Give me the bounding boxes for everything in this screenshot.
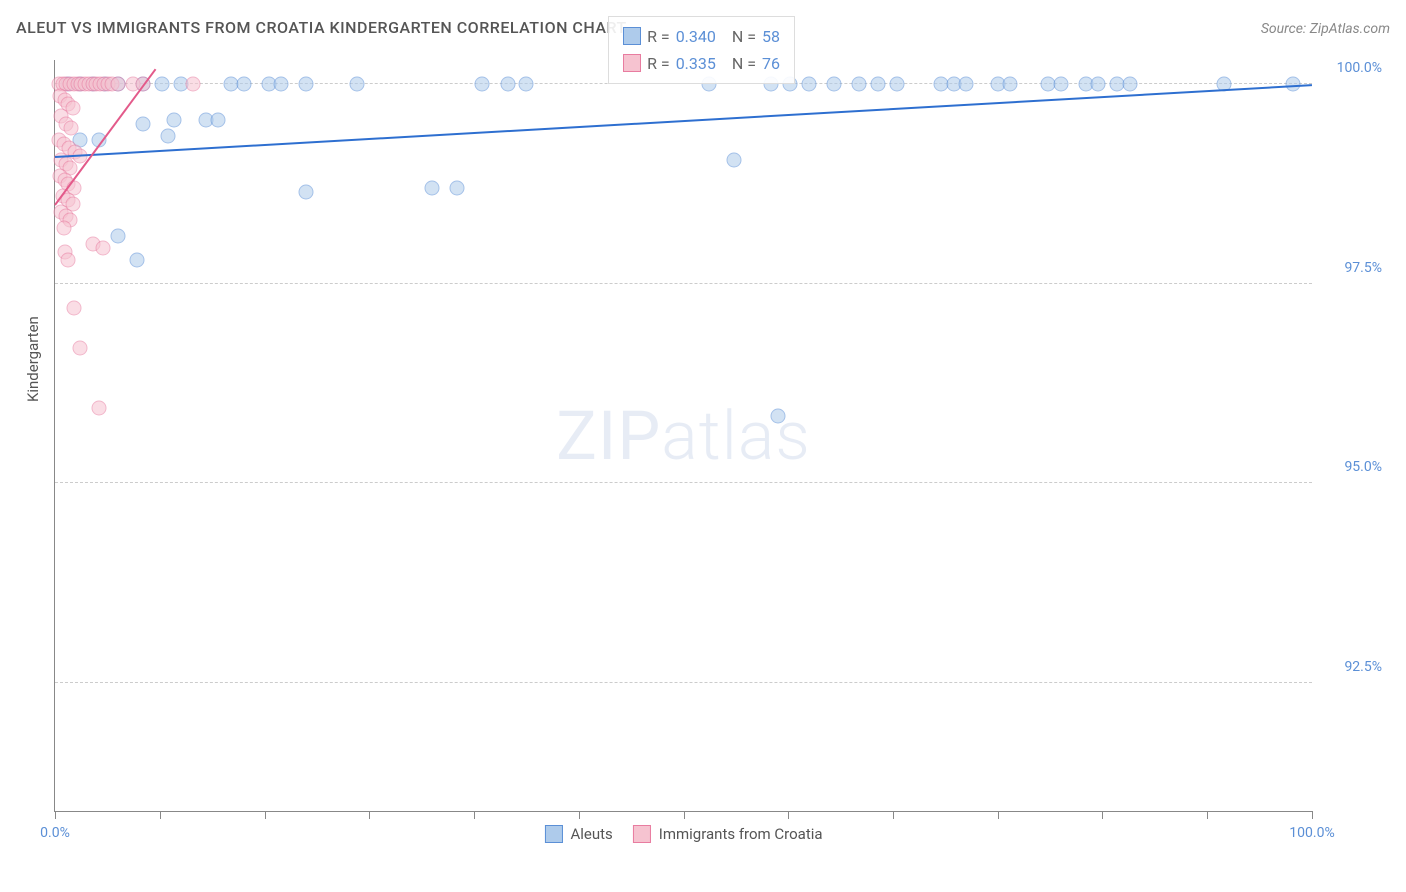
- gridline: [55, 482, 1312, 483]
- source-attribution: Source: ZipAtlas.com: [1261, 21, 1390, 37]
- legend-swatch: [544, 825, 562, 843]
- scatter-point: [450, 180, 465, 195]
- scatter-point: [211, 112, 226, 127]
- scatter-point: [186, 76, 201, 91]
- legend-label: Aleuts: [570, 825, 612, 843]
- n-value: 76: [762, 50, 780, 77]
- legend-row: R = 0.340 N =58: [623, 23, 780, 50]
- scatter-point: [110, 76, 125, 91]
- x-tick: [1102, 811, 1103, 819]
- x-tick: [265, 811, 266, 819]
- watermark: ZIPatlas: [556, 396, 811, 476]
- y-tick-label: 97.5%: [1322, 260, 1382, 276]
- scatter-point: [154, 76, 169, 91]
- scatter-point: [827, 76, 842, 91]
- legend-label: Immigrants from Croatia: [659, 825, 823, 843]
- scatter-point: [349, 76, 364, 91]
- r-label: R =: [647, 50, 670, 77]
- scatter-point: [129, 252, 144, 267]
- x-tick: [998, 811, 999, 819]
- legend-swatch: [623, 27, 641, 45]
- scatter-point: [871, 76, 886, 91]
- scatter-point: [425, 180, 440, 195]
- chart-container: Kindergarten ZIPatlas 100.0% 97.5% 95.0% 92…: [16, 50, 1390, 862]
- x-tick: [474, 811, 475, 819]
- scatter-point: [167, 112, 182, 127]
- x-tick: [684, 811, 685, 819]
- scatter-point: [161, 128, 176, 143]
- x-tick: [579, 811, 580, 819]
- n-label: N =: [732, 50, 756, 77]
- scatter-point: [299, 184, 314, 199]
- scatter-point: [475, 76, 490, 91]
- scatter-point: [519, 76, 534, 91]
- scatter-point: [64, 120, 79, 135]
- scatter-point: [802, 76, 817, 91]
- scatter-point: [135, 116, 150, 131]
- r-value: 0.335: [676, 50, 716, 77]
- legend-item: Aleuts: [544, 825, 612, 843]
- chart-title: ALEUT VS IMMIGRANTS FROM CROATIA KINDERG…: [16, 18, 627, 37]
- plot-area: Kindergarten ZIPatlas 100.0%97.5%95.0%92…: [54, 60, 1312, 812]
- watermark-zip: ZIP: [556, 396, 661, 476]
- scatter-point: [66, 300, 81, 315]
- scatter-point: [95, 240, 110, 255]
- r-label: R =: [647, 23, 670, 50]
- scatter-point: [60, 252, 75, 267]
- watermark-atlas: atlas: [661, 396, 811, 476]
- gridline: [55, 283, 1312, 284]
- scatter-point: [726, 152, 741, 167]
- x-tick-label: 0.0%: [40, 825, 70, 841]
- scatter-point: [500, 76, 515, 91]
- scatter-point: [852, 76, 867, 91]
- n-label: N =: [732, 23, 756, 50]
- scatter-point: [73, 340, 88, 355]
- correlation-legend: R = 0.340 N =58 R = 0.335 N =76: [608, 16, 795, 84]
- x-tick: [893, 811, 894, 819]
- x-tick-label: 100.0%: [1289, 825, 1334, 841]
- x-tick: [788, 811, 789, 819]
- legend-item: Immigrants from Croatia: [633, 825, 823, 843]
- legend-swatch: [623, 54, 641, 72]
- scatter-point: [890, 76, 905, 91]
- n-value: 58: [762, 23, 780, 50]
- scatter-point: [236, 76, 251, 91]
- legend-swatch: [633, 825, 651, 843]
- x-tick: [160, 811, 161, 819]
- y-tick-label: 95.0%: [1322, 459, 1382, 475]
- scatter-point: [770, 408, 785, 423]
- scatter-point: [110, 228, 125, 243]
- y-axis-label: Kindergarten: [24, 316, 42, 402]
- r-value: 0.340: [676, 23, 716, 50]
- scatter-point: [1053, 76, 1068, 91]
- x-tick: [369, 811, 370, 819]
- x-tick: [1312, 811, 1313, 819]
- scatter-point: [1091, 76, 1106, 91]
- series-legend: Aleuts Immigrants from Croatia: [544, 825, 822, 843]
- scatter-point: [91, 400, 106, 415]
- scatter-point: [1122, 76, 1137, 91]
- y-tick-label: 92.5%: [1322, 659, 1382, 675]
- scatter-point: [274, 76, 289, 91]
- legend-row: R = 0.335 N =76: [623, 50, 780, 77]
- gridline: [55, 682, 1312, 683]
- scatter-point: [56, 220, 71, 235]
- y-tick-label: 100.0%: [1322, 60, 1382, 76]
- trend-line: [55, 84, 1312, 158]
- x-tick: [1207, 811, 1208, 819]
- scatter-point: [1003, 76, 1018, 91]
- scatter-point: [299, 76, 314, 91]
- x-tick: [55, 811, 56, 819]
- scatter-point: [959, 76, 974, 91]
